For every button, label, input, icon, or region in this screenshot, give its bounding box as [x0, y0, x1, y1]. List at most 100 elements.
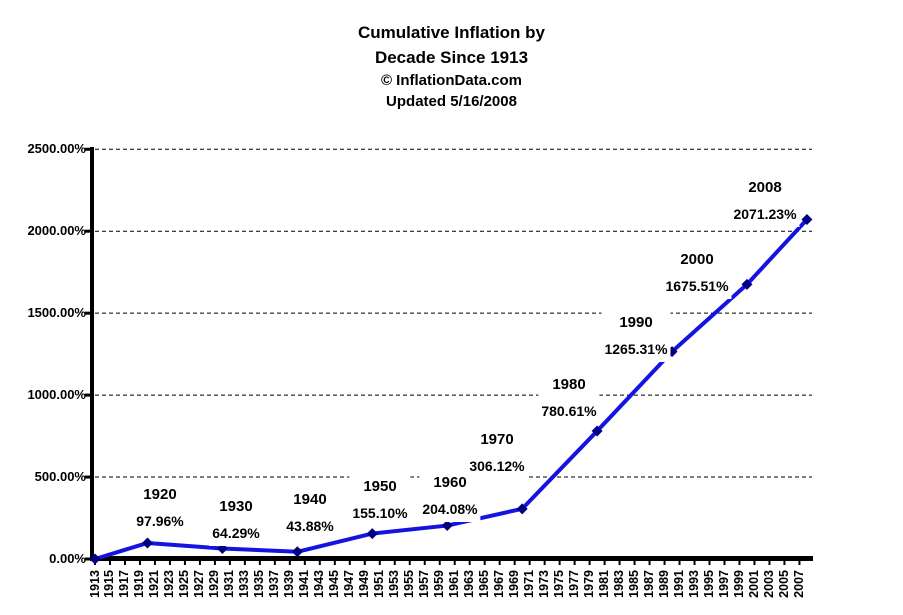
x-axis-tick: [423, 561, 426, 565]
x-axis-tick-label: 1947: [342, 570, 357, 598]
x-axis-tick: [183, 561, 186, 565]
x-axis-tick-label: 1955: [402, 570, 417, 598]
x-axis-tick-label: 1991: [672, 570, 687, 598]
x-axis-tick-label: 1933: [237, 570, 252, 598]
y-axis-tick-label: 1000.00%: [27, 387, 86, 403]
y-axis-tick-label: 1500.00%: [27, 305, 86, 321]
data-point-marker: [516, 503, 528, 515]
x-axis-tick: [228, 561, 231, 565]
x-axis-tick-label: 1975: [552, 570, 567, 598]
data-point-marker: [89, 553, 101, 565]
x-axis-tick-label: 1927: [192, 570, 207, 598]
chart-title-block: Cumulative Inflation by Decade Since 191…: [0, 20, 903, 112]
x-axis-tick: [678, 561, 681, 565]
data-point-marker: [291, 546, 303, 558]
annotation-year-label: 2000: [662, 247, 732, 273]
annotation-year-label: 1930: [209, 494, 263, 520]
annotation-value-label: 1265.31%: [601, 336, 671, 362]
x-axis-tick: [648, 561, 651, 565]
x-axis-tick: [498, 561, 501, 565]
data-point-marker: [141, 537, 153, 549]
chart-title-line1: Cumulative Inflation by: [357, 23, 546, 42]
x-axis-tick-label: 1949: [357, 570, 372, 598]
y-axis-tick: [85, 557, 90, 561]
annotation-year-label: 1920: [133, 482, 187, 508]
x-axis-tick-label: 1925: [177, 570, 192, 598]
y-axis-tick: [85, 475, 90, 479]
x-axis-tick: [378, 561, 381, 565]
x-axis-tick-label: 1985: [627, 570, 642, 598]
x-axis-tick: [753, 561, 756, 565]
annotation-value-label: 204.08%: [419, 496, 481, 522]
annotation-year-label: 1970: [466, 427, 528, 453]
annotation-1990: 1990 1265.31%: [601, 310, 671, 362]
x-axis-tick: [168, 561, 171, 565]
x-axis-tick-label: 1981: [597, 570, 612, 598]
annotation-1950: 1950 155.10%: [349, 474, 411, 526]
data-point-marker: [441, 520, 453, 532]
x-axis-tick: [483, 561, 486, 565]
x-axis-tick-label: 1953: [387, 570, 402, 598]
x-axis-tick-label: 1969: [507, 570, 522, 598]
x-axis-tick: [198, 561, 201, 565]
annotation-value-label: 43.88%: [283, 513, 337, 539]
x-axis-tick: [513, 561, 516, 565]
x-axis-tick-label: 1959: [432, 570, 447, 598]
x-axis-tick-label: 1919: [132, 570, 147, 598]
x-axis-tick: [438, 561, 441, 565]
y-axis-tick-label: 500.00%: [34, 469, 86, 485]
x-axis-tick-label: 1923: [162, 570, 177, 598]
chart-title-line2: Decade Since 1913: [374, 48, 529, 67]
x-axis-tick: [588, 561, 591, 565]
x-axis-tick-label: 1971: [522, 570, 537, 598]
chart-copyright: © InflationData.com: [380, 72, 523, 89]
annotation-1920: 1920 97.96%: [133, 482, 187, 534]
annotation-year-label: 2008: [730, 175, 800, 201]
x-axis-tick: [798, 561, 801, 565]
x-axis-tick: [453, 561, 456, 565]
annotation-year-label: 1980: [538, 372, 600, 398]
x-axis-tick: [783, 561, 786, 565]
x-axis-tick: [738, 561, 741, 565]
data-point-marker: [366, 528, 378, 540]
x-axis-tick: [123, 561, 126, 565]
x-axis-tick-label: 1999: [731, 570, 746, 598]
y-axis-line: [90, 147, 94, 561]
annotation-value-label: 155.10%: [349, 500, 411, 526]
x-axis-tick: [243, 561, 246, 565]
x-axis-tick: [663, 561, 666, 565]
x-axis-tick: [153, 561, 156, 565]
y-axis-tick-label: 0.00%: [49, 551, 86, 566]
x-axis-tick-label: 1997: [716, 570, 731, 598]
annotation-value-label: 1675.51%: [662, 273, 732, 299]
x-axis-tick: [318, 561, 321, 565]
x-axis-tick-label: 1995: [702, 570, 716, 598]
annotation-1970: 1970 306.12%: [466, 427, 528, 479]
x-axis-tick: [258, 561, 261, 565]
x-axis-tick: [543, 561, 546, 565]
x-axis-tick-label: 1963: [462, 570, 477, 598]
x-axis-tick-label: 1983: [612, 570, 627, 598]
x-axis-tick-label: 1943: [312, 570, 327, 598]
x-axis-tick-label: 1989: [657, 570, 672, 598]
x-axis-tick: [273, 561, 276, 565]
x-axis-tick-label: 1917: [117, 570, 132, 598]
data-point-marker: [591, 425, 603, 437]
annotation-value-label: 97.96%: [133, 508, 187, 534]
x-axis-tick: [108, 561, 111, 565]
annotation-2008: 2008 2071.23%: [730, 175, 800, 227]
x-axis-tick-label: 1973: [537, 570, 552, 598]
x-axis-tick-label: 1977: [567, 570, 582, 598]
x-axis-tick-label: 1915: [102, 570, 117, 598]
x-axis-tick: [468, 561, 471, 565]
annotation-2000: 2000 1675.51%: [662, 247, 732, 299]
x-axis-tick: [723, 561, 726, 565]
x-axis-tick-label: 1921: [147, 570, 162, 598]
data-point-marker: [741, 278, 753, 290]
x-axis-tick-label: 1957: [417, 570, 432, 598]
y-axis-tick: [85, 393, 90, 397]
x-axis-tick: [213, 561, 216, 565]
x-axis-tick: [633, 561, 636, 565]
